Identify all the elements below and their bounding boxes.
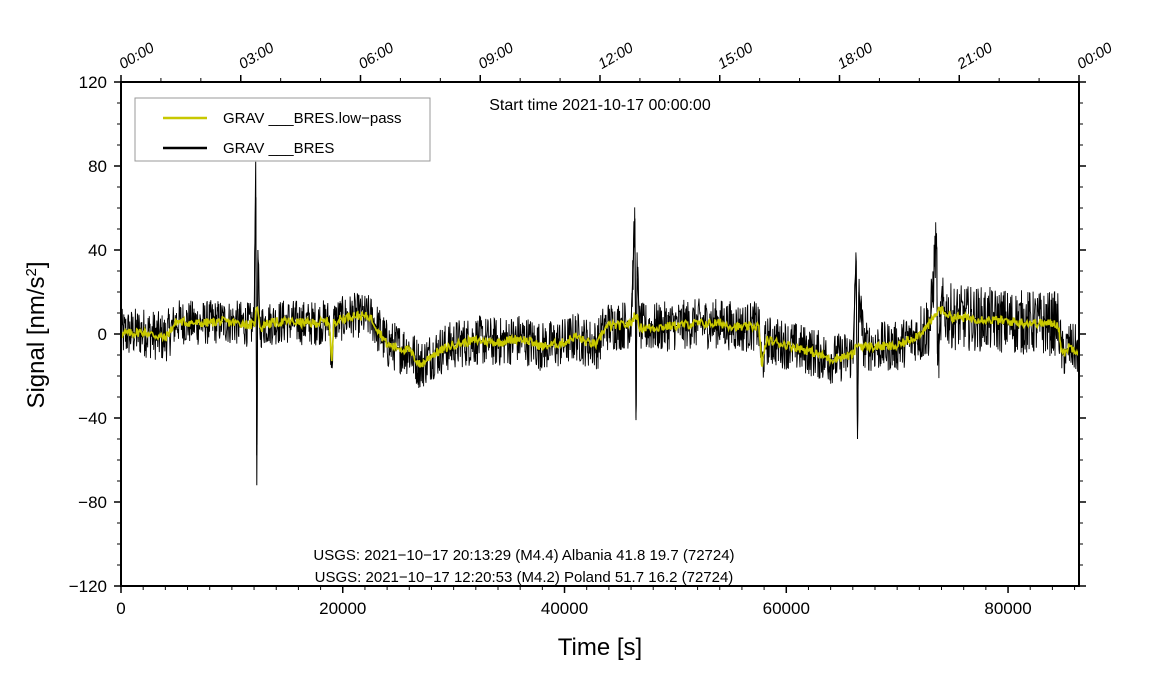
legend-label-lowpass: GRAV ___BRES.low−pass	[223, 110, 402, 127]
y-tick-label: 120	[79, 73, 107, 92]
top-tick-label: 09:00	[475, 39, 517, 73]
y-axis-title-text: Signal [nm/s	[23, 276, 50, 408]
x-axis-bottom: 0 20000 40000 60000 80000	[116, 586, 1032, 618]
series-line-grav-bres-lowpass	[120, 305, 1080, 368]
x-axis-top: 00:00 03:00 06:00 09:00 12:00 15:00 18:00 21:00…	[116, 39, 1116, 82]
minor-ticks	[117, 81, 1083, 590]
x-tick-label: 80000	[984, 599, 1031, 618]
legend-label-raw: GRAV ___BRES	[223, 140, 334, 157]
x-tick-label: 40000	[541, 599, 588, 618]
x-tick-label: 0	[116, 599, 125, 618]
top-tick-label: 06:00	[356, 39, 398, 73]
chart-subtitle: Start time 2021-10-17 00:00:00	[489, 97, 711, 114]
series-grav-bres-lowpass-layer	[120, 305, 1080, 368]
top-tick-label: 18:00	[835, 39, 877, 73]
y-tick-label: 0	[98, 325, 107, 344]
y-tick-label: 80	[88, 157, 107, 176]
x-axis-title: Time [s]	[558, 634, 642, 661]
y-axis-left: −120 −80 −40 0 40 80 120	[69, 73, 1086, 596]
x-tick-label: 20000	[319, 599, 366, 618]
legend-box	[134, 97, 431, 162]
top-tick-label: 21:00	[954, 39, 996, 73]
top-tick-label: 03:00	[236, 39, 278, 73]
y-tick-label: −120	[69, 577, 107, 596]
top-tick-label: 12:00	[595, 39, 637, 73]
y-axis-title: Signal [nm/s2]	[23, 261, 51, 408]
y-tick-label: 40	[88, 241, 107, 260]
top-tick-label: 00:00	[1074, 39, 1116, 73]
annotation-poland: USGS: 2021−10−17 12:20:53 (M4.2) Poland …	[315, 569, 734, 586]
top-tick-label: 00:00	[116, 39, 158, 73]
x-tick-label: 60000	[763, 599, 810, 618]
y-axis-title-superscript: 2	[23, 268, 40, 276]
y-tick-label: −40	[78, 409, 107, 428]
annotation-albania: USGS: 2021−10−17 20:13:29 (M4.4) Albania…	[313, 547, 734, 564]
legend: GRAV ___BRES.low−pass GRAV ___BRES	[134, 97, 431, 162]
y-tick-label: −80	[78, 493, 107, 512]
top-tick-label: 15:00	[715, 39, 757, 73]
y-axis-title-close: ]	[23, 261, 50, 268]
